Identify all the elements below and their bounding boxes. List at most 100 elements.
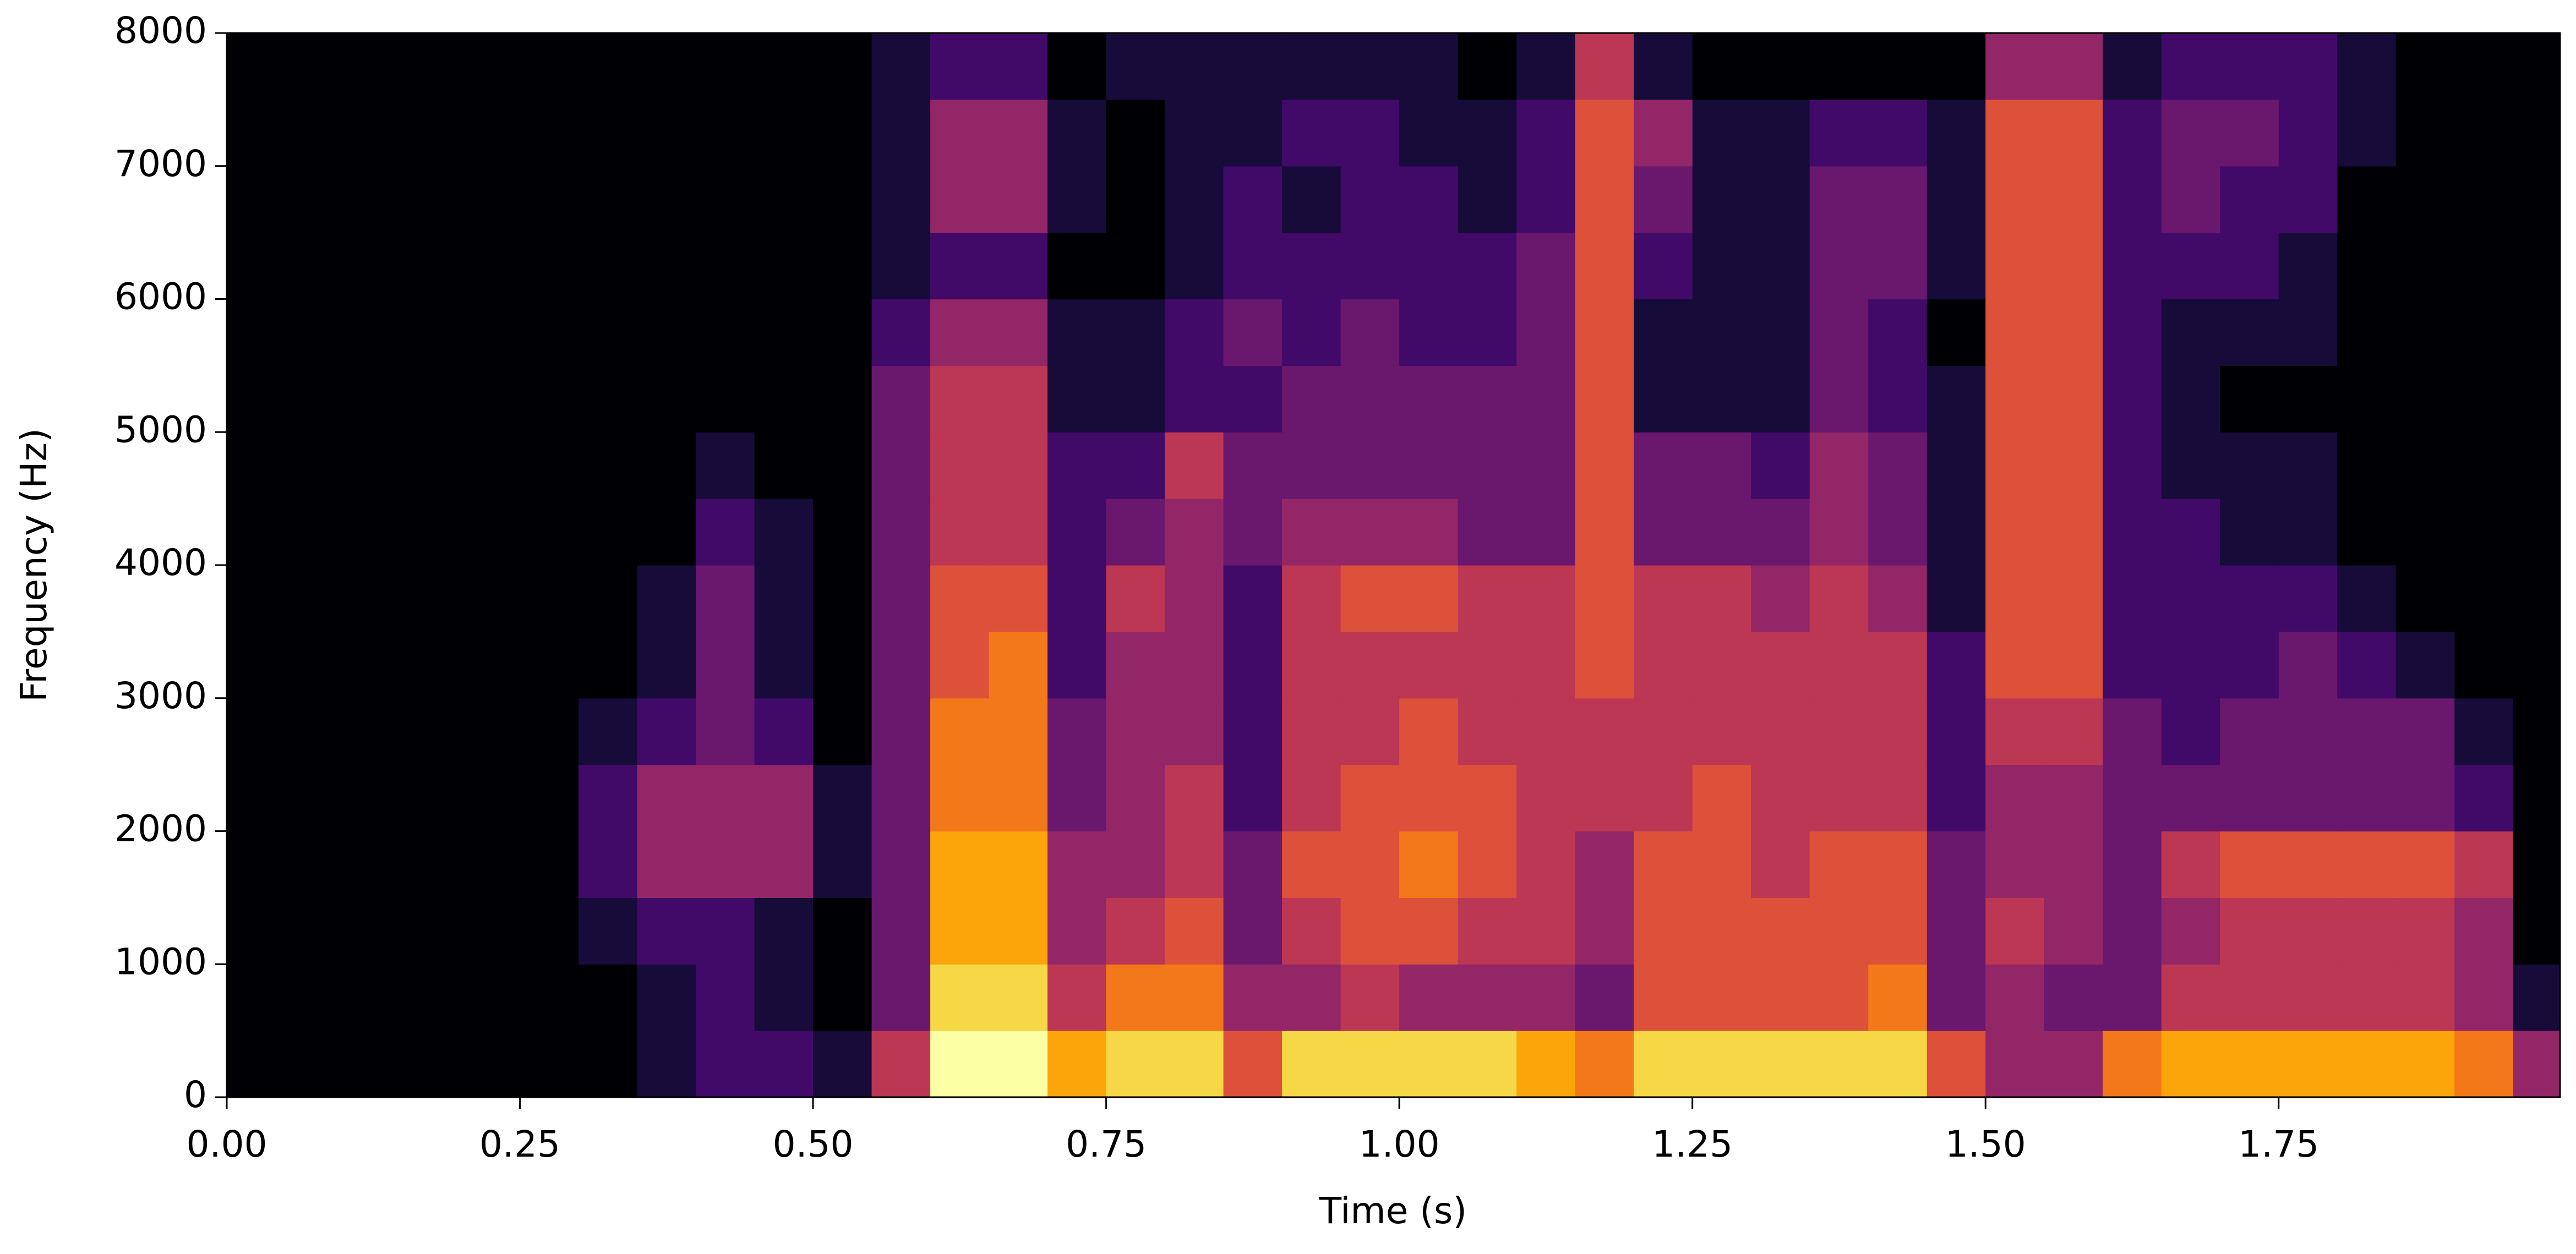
heatmap-cell (1634, 565, 1693, 632)
y-tick-label: 6000 (114, 276, 207, 318)
heatmap-cell (1634, 831, 1693, 898)
heatmap-cell (1106, 232, 1165, 300)
heatmap-cell (520, 166, 579, 233)
heatmap-cell (2513, 33, 2561, 100)
heatmap-cell (1047, 1031, 1107, 1098)
heatmap-cell (1575, 299, 1634, 366)
heatmap-cell (696, 631, 755, 699)
heatmap-cell (1340, 897, 1400, 965)
heatmap-cell (989, 99, 1048, 167)
heatmap-cell (344, 365, 403, 432)
heatmap-cell (1575, 432, 1634, 499)
heatmap-cell (1926, 897, 1986, 965)
heatmap-cell (2103, 698, 2162, 765)
heatmap-cell (2454, 565, 2514, 632)
heatmap-cell (1047, 33, 1107, 100)
heatmap-cell (1751, 698, 1810, 765)
heatmap-cell (578, 831, 638, 898)
heatmap-cell (1634, 432, 1693, 499)
heatmap-cell (1809, 99, 1869, 167)
heatmap-cell (1106, 166, 1165, 233)
heatmap-cell (2220, 964, 2279, 1031)
heatmap-cell (285, 831, 345, 898)
heatmap-cell (1634, 166, 1693, 233)
heatmap-cell (227, 299, 286, 366)
heatmap-cell (1692, 897, 1751, 965)
heatmap-cell (520, 764, 579, 832)
heatmap-cell (1282, 499, 1341, 566)
heatmap-cell (1106, 299, 1165, 366)
heatmap-cell (813, 897, 872, 965)
heatmap-cell (344, 232, 403, 300)
heatmap-cell (2337, 698, 2397, 765)
heatmap-cell (1868, 631, 1928, 699)
heatmap-cell (1165, 232, 1224, 300)
heatmap-cell (2044, 964, 2103, 1031)
heatmap-cell (1047, 565, 1107, 632)
heatmap-cell (1809, 299, 1869, 366)
heatmap-cell (1751, 166, 1810, 233)
heatmap-cell (1751, 499, 1810, 566)
heatmap-cell (754, 166, 814, 233)
heatmap-cell (1692, 631, 1751, 699)
heatmap-cell (754, 232, 814, 300)
heatmap-cell (344, 897, 403, 965)
heatmap-cell (1399, 764, 1459, 832)
heatmap-cell (637, 232, 696, 300)
heatmap-cell (1223, 232, 1282, 300)
heatmap-cell (1634, 499, 1693, 566)
heatmap-cell (1340, 831, 1400, 898)
heatmap-cell (1926, 698, 1986, 765)
heatmap-cell (989, 33, 1048, 100)
heatmap-cell (1282, 99, 1341, 167)
heatmap-cell (520, 33, 579, 100)
heatmap-cell (520, 432, 579, 499)
heatmap-cell (1282, 565, 1341, 632)
y-tick-label: 5000 (114, 408, 207, 451)
heatmap-cell (2220, 897, 2279, 965)
heatmap-cell (1809, 764, 1869, 832)
heatmap-cell (989, 232, 1048, 300)
heatmap-cell (2044, 499, 2103, 566)
heatmap-cell (1575, 99, 1634, 167)
heatmap-cell (344, 698, 403, 765)
y-axis-label: Frequency (Hz) (13, 428, 55, 702)
heatmap-cell (1751, 365, 1810, 432)
heatmap-cell (930, 166, 990, 233)
heatmap-cell (2044, 764, 2103, 832)
heatmap-cell (2161, 764, 2220, 832)
heatmap-cell (1282, 831, 1341, 898)
heatmap-cell (2161, 698, 2220, 765)
heatmap-cell (2454, 232, 2514, 300)
heatmap-cell (1692, 964, 1751, 1031)
heatmap-cell (2044, 33, 2103, 100)
heatmap-cell (637, 499, 696, 566)
heatmap-cell (2513, 432, 2561, 499)
heatmap-cell (637, 1031, 696, 1098)
heatmap-cell (1634, 631, 1693, 699)
heatmap-cell (1692, 166, 1751, 233)
heatmap-cell (2454, 631, 2514, 699)
x-tick-label: 0.25 (479, 1123, 560, 1165)
heatmap-cell (1223, 166, 1282, 233)
heatmap-cell (1809, 33, 1869, 100)
heatmap-cell (1223, 99, 1282, 167)
heatmap-cell (1282, 1031, 1341, 1098)
heatmap-cell (1809, 565, 1869, 632)
heatmap-cell (1516, 33, 1576, 100)
heatmap-cell (2395, 299, 2455, 366)
heatmap-cell (1692, 432, 1751, 499)
heatmap-cell (1634, 33, 1693, 100)
heatmap-cell (2454, 499, 2514, 566)
heatmap-cell (1692, 1031, 1751, 1098)
heatmap-cell (2395, 365, 2455, 432)
heatmap-cell (461, 764, 521, 832)
heatmap-cell (1926, 299, 1986, 366)
heatmap-cell (1340, 764, 1400, 832)
heatmap-cell (578, 432, 638, 499)
heatmap-cell (1282, 365, 1341, 432)
heatmap-cell (461, 1031, 521, 1098)
heatmap-cell (989, 631, 1048, 699)
heatmap-cell (344, 964, 403, 1031)
heatmap-cell (520, 1031, 579, 1098)
